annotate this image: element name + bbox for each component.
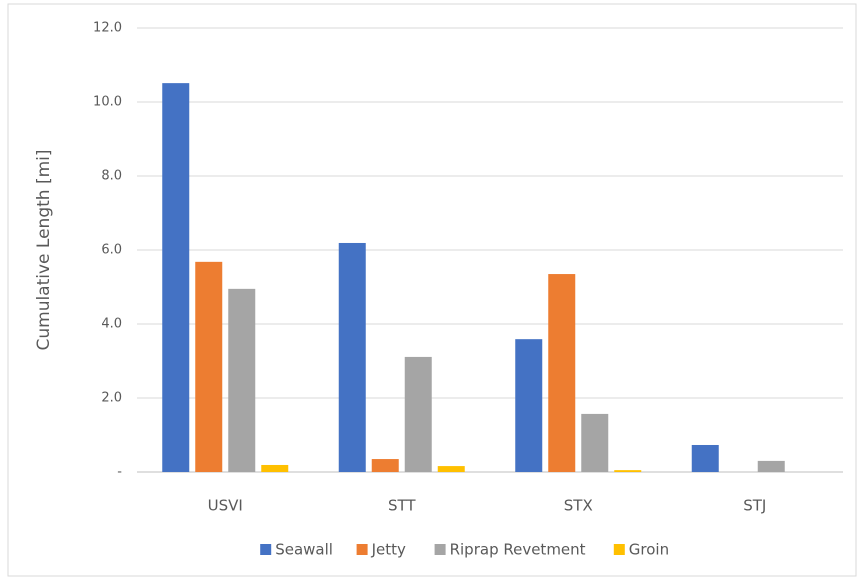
- x-tick-label: STT: [388, 497, 416, 515]
- chart-border: [7, 3, 857, 577]
- legend-label: Groin: [629, 541, 669, 559]
- legend-label: Jetty: [371, 541, 406, 559]
- bar: [437, 466, 465, 472]
- bar: [195, 261, 223, 472]
- y-tick-label: 12.0: [93, 21, 122, 36]
- y-tick-label: 4.0: [101, 317, 122, 332]
- legend-swatch: [356, 544, 368, 555]
- y-tick-label: 8.0: [101, 169, 122, 184]
- bar: [371, 459, 399, 472]
- x-tick-label: STX: [564, 497, 593, 515]
- y-tick-label: 10.0: [93, 95, 122, 110]
- bar: [228, 288, 256, 472]
- y-tick-label: 2.0: [101, 391, 122, 406]
- y-tick-label: -: [117, 465, 122, 480]
- bar: [581, 413, 609, 472]
- y-tick-label: 6.0: [101, 243, 122, 258]
- bar: [515, 339, 543, 472]
- bar: [548, 274, 576, 472]
- bar: [162, 83, 190, 472]
- legend-swatch: [260, 544, 272, 555]
- bar: [691, 444, 719, 472]
- bar: [404, 356, 432, 472]
- legend-label: Seawall: [275, 541, 333, 559]
- x-tick-label: STJ: [743, 497, 766, 515]
- bar: [261, 464, 289, 472]
- bar: [614, 470, 642, 472]
- y-axis-label: Cumulative Length [mi]: [34, 149, 54, 350]
- legend-swatch: [434, 544, 446, 555]
- x-tick-label: USVI: [208, 497, 243, 515]
- bar: [757, 460, 785, 472]
- legend-swatch: [613, 544, 625, 555]
- bar: [338, 242, 366, 472]
- legend-label: Riprap Revetment: [450, 541, 586, 559]
